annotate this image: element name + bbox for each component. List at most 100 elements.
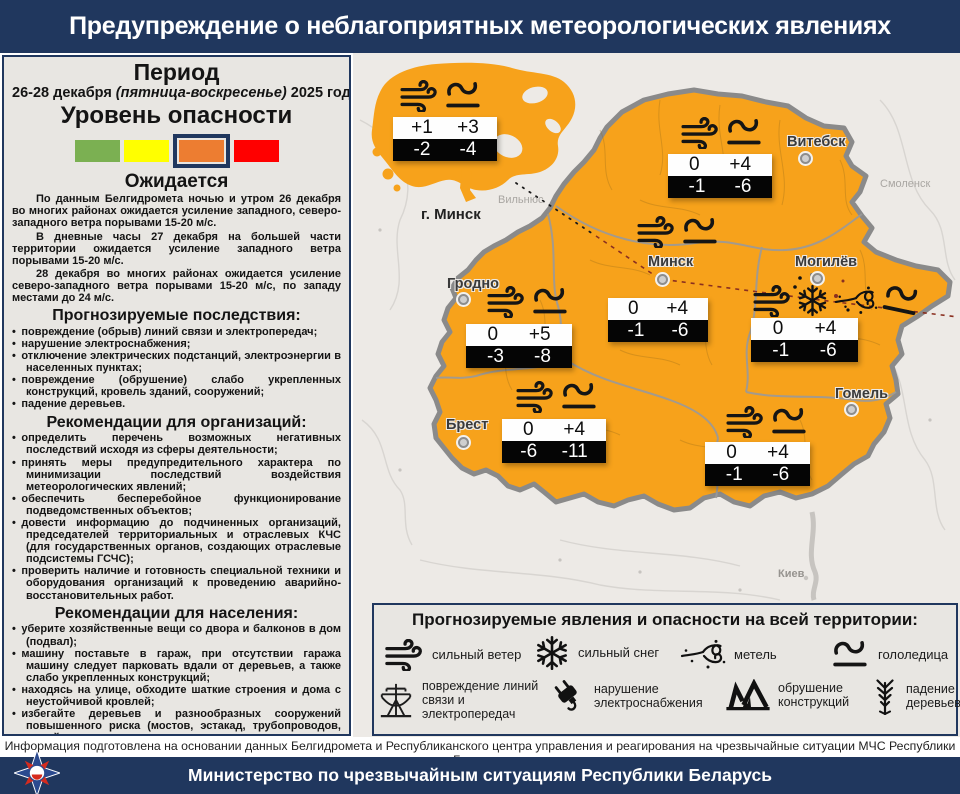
ice-icon <box>880 281 924 320</box>
expected-title: Ожидается <box>124 171 229 193</box>
danger-level-title: Уровень опасности <box>60 102 293 130</box>
city-dot-grodno <box>458 294 469 305</box>
hazard-icons-minsk-city <box>400 80 483 112</box>
temp-box-minsk-region: 0 +4 -1 -6 <box>608 298 708 342</box>
city-dot-brest <box>458 437 469 448</box>
list-item: обеспечить бесперебойное функционировани… <box>12 493 341 517</box>
ice-icon <box>445 80 483 112</box>
legend-item-snow: сильный снег <box>534 635 684 671</box>
wind-icon <box>400 80 438 112</box>
blizzard-icon <box>680 639 726 671</box>
blizzard-icon <box>834 285 878 317</box>
hazard-icons-vitebsk <box>681 117 764 149</box>
list-item: находясь на улице, обходите шаткие строе… <box>12 684 341 708</box>
expected-paragraph: По данным Белгидромета ночью и утром 26 … <box>12 193 341 230</box>
expected-paragraph: В дневные часы 27 декабря на большей час… <box>12 230 341 267</box>
hazard-icons-minsk-region <box>637 216 720 248</box>
legend-item-plug: нарушение электроснабжения <box>552 679 718 713</box>
ice-icon <box>682 216 720 248</box>
city-dot-gomel <box>846 404 857 415</box>
legend-item-wind: сильный ветер <box>384 639 534 671</box>
list-item: нарушение электроснабжения; <box>12 338 341 350</box>
danger-level-scale <box>12 133 341 169</box>
temp-box-vitebsk: 0 +4 -1 -6 <box>668 154 772 198</box>
expected-paragraph: 28 декабря во многих районах ожидается у… <box>12 267 341 305</box>
list-item: проверить наличие и готовность специальн… <box>12 565 341 601</box>
legend-item-tree: падение деревьев <box>872 677 960 715</box>
snow-icon <box>796 284 829 317</box>
wind-icon <box>516 381 554 413</box>
ice-icon <box>771 406 809 438</box>
legend-item-ice: гололедица <box>832 639 954 671</box>
list-item: падение деревьев. <box>12 398 341 410</box>
bg-label-vilnius: Вильнюс <box>498 194 544 206</box>
footer-bar: Министерство по чрезвычайным ситуациям Р… <box>0 757 960 794</box>
list-item: определить перечень возможных негативных… <box>12 432 341 456</box>
list-item: отключение электрических подстанций, эле… <box>12 350 341 374</box>
wind-icon <box>753 285 791 317</box>
wind-icon <box>637 216 675 248</box>
list-item: уберите хозяйственные вещи со двора и ба… <box>12 623 341 647</box>
period-date: 26-28 декабря (пятница-воскресенье) 2025 г… <box>12 85 351 102</box>
wind-icon <box>384 639 424 671</box>
powerline-icon <box>378 681 414 719</box>
legend-item-blizzard: метель <box>680 639 826 671</box>
consequences-title: Прогнозируемые последствия: <box>52 307 301 325</box>
danger-swatch-red <box>233 140 279 163</box>
pop-recommendations-title: Рекомендации для населения: <box>54 604 299 622</box>
city-label-vitebsk: Витебск <box>787 134 846 150</box>
wind-icon <box>726 406 764 438</box>
legend-title: Прогнозируемые явления и опасности на вс… <box>412 610 918 629</box>
hazard-icons-grodno <box>487 286 570 318</box>
danger-swatch-green <box>74 140 120 163</box>
org-recommendations-list: определить перечень возможных негативных… <box>12 432 341 601</box>
danger-swatch-yellow <box>123 140 169 163</box>
city-label-brest: Брест <box>446 417 489 433</box>
hazard-icons-brest <box>516 381 599 413</box>
tree-icon <box>872 677 898 715</box>
page-title: Предупреждение о неблагоприятных метеоро… <box>69 12 891 40</box>
plug-icon <box>552 679 586 713</box>
list-item: машину поставьте в гараж, при отсутствии… <box>12 648 341 684</box>
pop-recommendations-list: уберите хозяйственные вещи со двора и ба… <box>12 623 341 734</box>
wind-icon <box>681 117 719 149</box>
bg-label-kiev: Киев <box>778 568 805 580</box>
title-bar: Предупреждение о неблагоприятных метеоро… <box>0 0 960 53</box>
ice-icon <box>561 381 599 413</box>
ice-icon <box>726 117 764 149</box>
danger-swatch-orange <box>178 140 224 163</box>
minsk-city-label: г. Минск <box>421 206 481 223</box>
city-dot-minsk <box>657 274 668 285</box>
temp-box-brest: 0 +4 -6 -11 <box>502 419 606 463</box>
wind-icon <box>487 286 525 318</box>
danger-swatch-selected-frame <box>172 134 230 169</box>
org-recommendations-title: Рекомендации для организаций: <box>46 413 307 431</box>
temp-box-mogilev: 0 +4 -1 -6 <box>751 318 858 362</box>
list-item: довести информацию до подчиненных органи… <box>12 517 341 565</box>
legend-panel: Прогнозируемые явления и опасности на вс… <box>372 603 960 736</box>
hazard-icons-mogilev <box>753 284 921 317</box>
city-dot-vitebsk <box>800 153 811 164</box>
snow-icon <box>534 635 570 671</box>
city-label-gomel: Гомель <box>835 386 889 402</box>
mchs-emblem-logo <box>14 750 60 794</box>
list-item: избегайте деревьев и разнообразных соору… <box>12 708 341 734</box>
list-item: повреждение (обрушение) слабо укрепленны… <box>12 374 341 398</box>
footer-title: Министерство по чрезвычайным ситуациям Р… <box>188 765 772 785</box>
bg-label-smolensk: Смоленск <box>880 178 931 190</box>
ice-icon <box>532 286 570 318</box>
legend-item-powerline: повреждение линий связи и электропередач <box>378 679 546 721</box>
list-item: принять меры предупредительного характер… <box>12 457 341 493</box>
city-label-mogilev: Могилёв <box>795 254 858 270</box>
consequences-list: повреждение (обрыв) линий связи и электр… <box>12 326 341 411</box>
city-label-minsk: Минск <box>648 254 694 270</box>
legend-item-collapse: обрушение конструкций <box>726 679 868 711</box>
hazard-icons-gomel <box>726 406 809 438</box>
temp-box-grodno: 0 +5 -3 -8 <box>466 324 572 368</box>
info-panel: Период 26-28 декабря (пятница-воскресенье… <box>2 55 351 736</box>
temp-box-minsk-city: +1 +3 -2 -4 <box>393 117 497 161</box>
period-title: Период <box>133 59 220 85</box>
list-item: повреждение (обрыв) линий связи и электр… <box>12 326 341 338</box>
city-dot-mogilev <box>812 273 823 284</box>
